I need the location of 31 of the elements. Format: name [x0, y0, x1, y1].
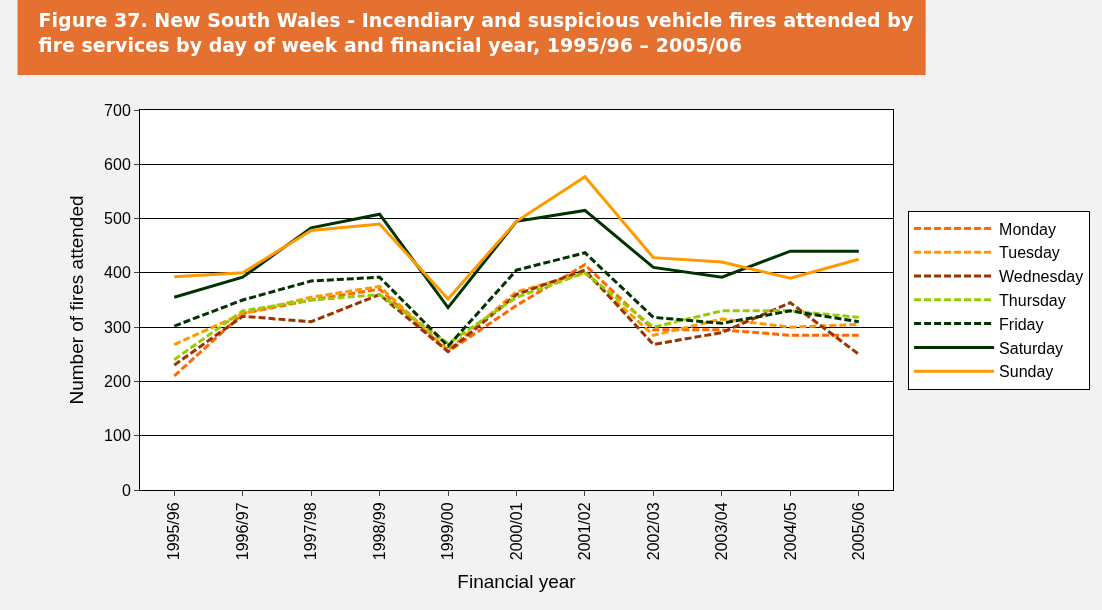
- legend-label: Wednesday: [999, 268, 1084, 286]
- x-tick-label: 1997/98: [302, 502, 320, 561]
- x-tick-label: 2005/06: [849, 502, 867, 561]
- x-tick-label: 1999/00: [439, 502, 457, 561]
- y-axis-title: Number of fires attended: [65, 195, 87, 405]
- y-tick-label: 400: [104, 264, 131, 282]
- y-tick-label: 700: [104, 101, 131, 119]
- legend-label: Tuesday: [999, 244, 1060, 262]
- x-tick-label: 2001/02: [576, 502, 594, 561]
- legend-label: Saturday: [999, 339, 1064, 357]
- y-tick-label: 600: [104, 155, 131, 173]
- x-axis-title: Financial year: [457, 571, 577, 593]
- x-tick-label: 2003/04: [713, 502, 731, 561]
- y-tick-label: 500: [104, 210, 131, 228]
- x-tick-label: 1995/96: [165, 502, 183, 561]
- x-tick-label: 2000/01: [507, 502, 525, 561]
- y-tick-label: 300: [104, 318, 131, 336]
- x-tick-label: 2004/05: [781, 502, 799, 561]
- chart-title: Figure 37. New South Wales - Incendiary and suspicious vehicle fires attended by fire services by day of week and financial year, 1995/96 – 2005/06: [38, 9, 914, 57]
- x-tick-label: 1996/97: [233, 502, 251, 561]
- legend-label: Monday: [999, 220, 1056, 238]
- y-tick-label: 100: [104, 427, 131, 445]
- legend-label: Thursday: [999, 292, 1066, 310]
- x-tick-label: 2002/03: [644, 502, 662, 561]
- line-series: [172, 175, 861, 301]
- x-tick-label: 1998/99: [370, 502, 388, 561]
- line-series: [172, 251, 861, 348]
- legend-label: Sunday: [999, 363, 1054, 381]
- y-tick-label: 200: [104, 373, 131, 391]
- y-tick-label: 0: [121, 481, 131, 499]
- legend-label: Friday: [999, 315, 1044, 333]
